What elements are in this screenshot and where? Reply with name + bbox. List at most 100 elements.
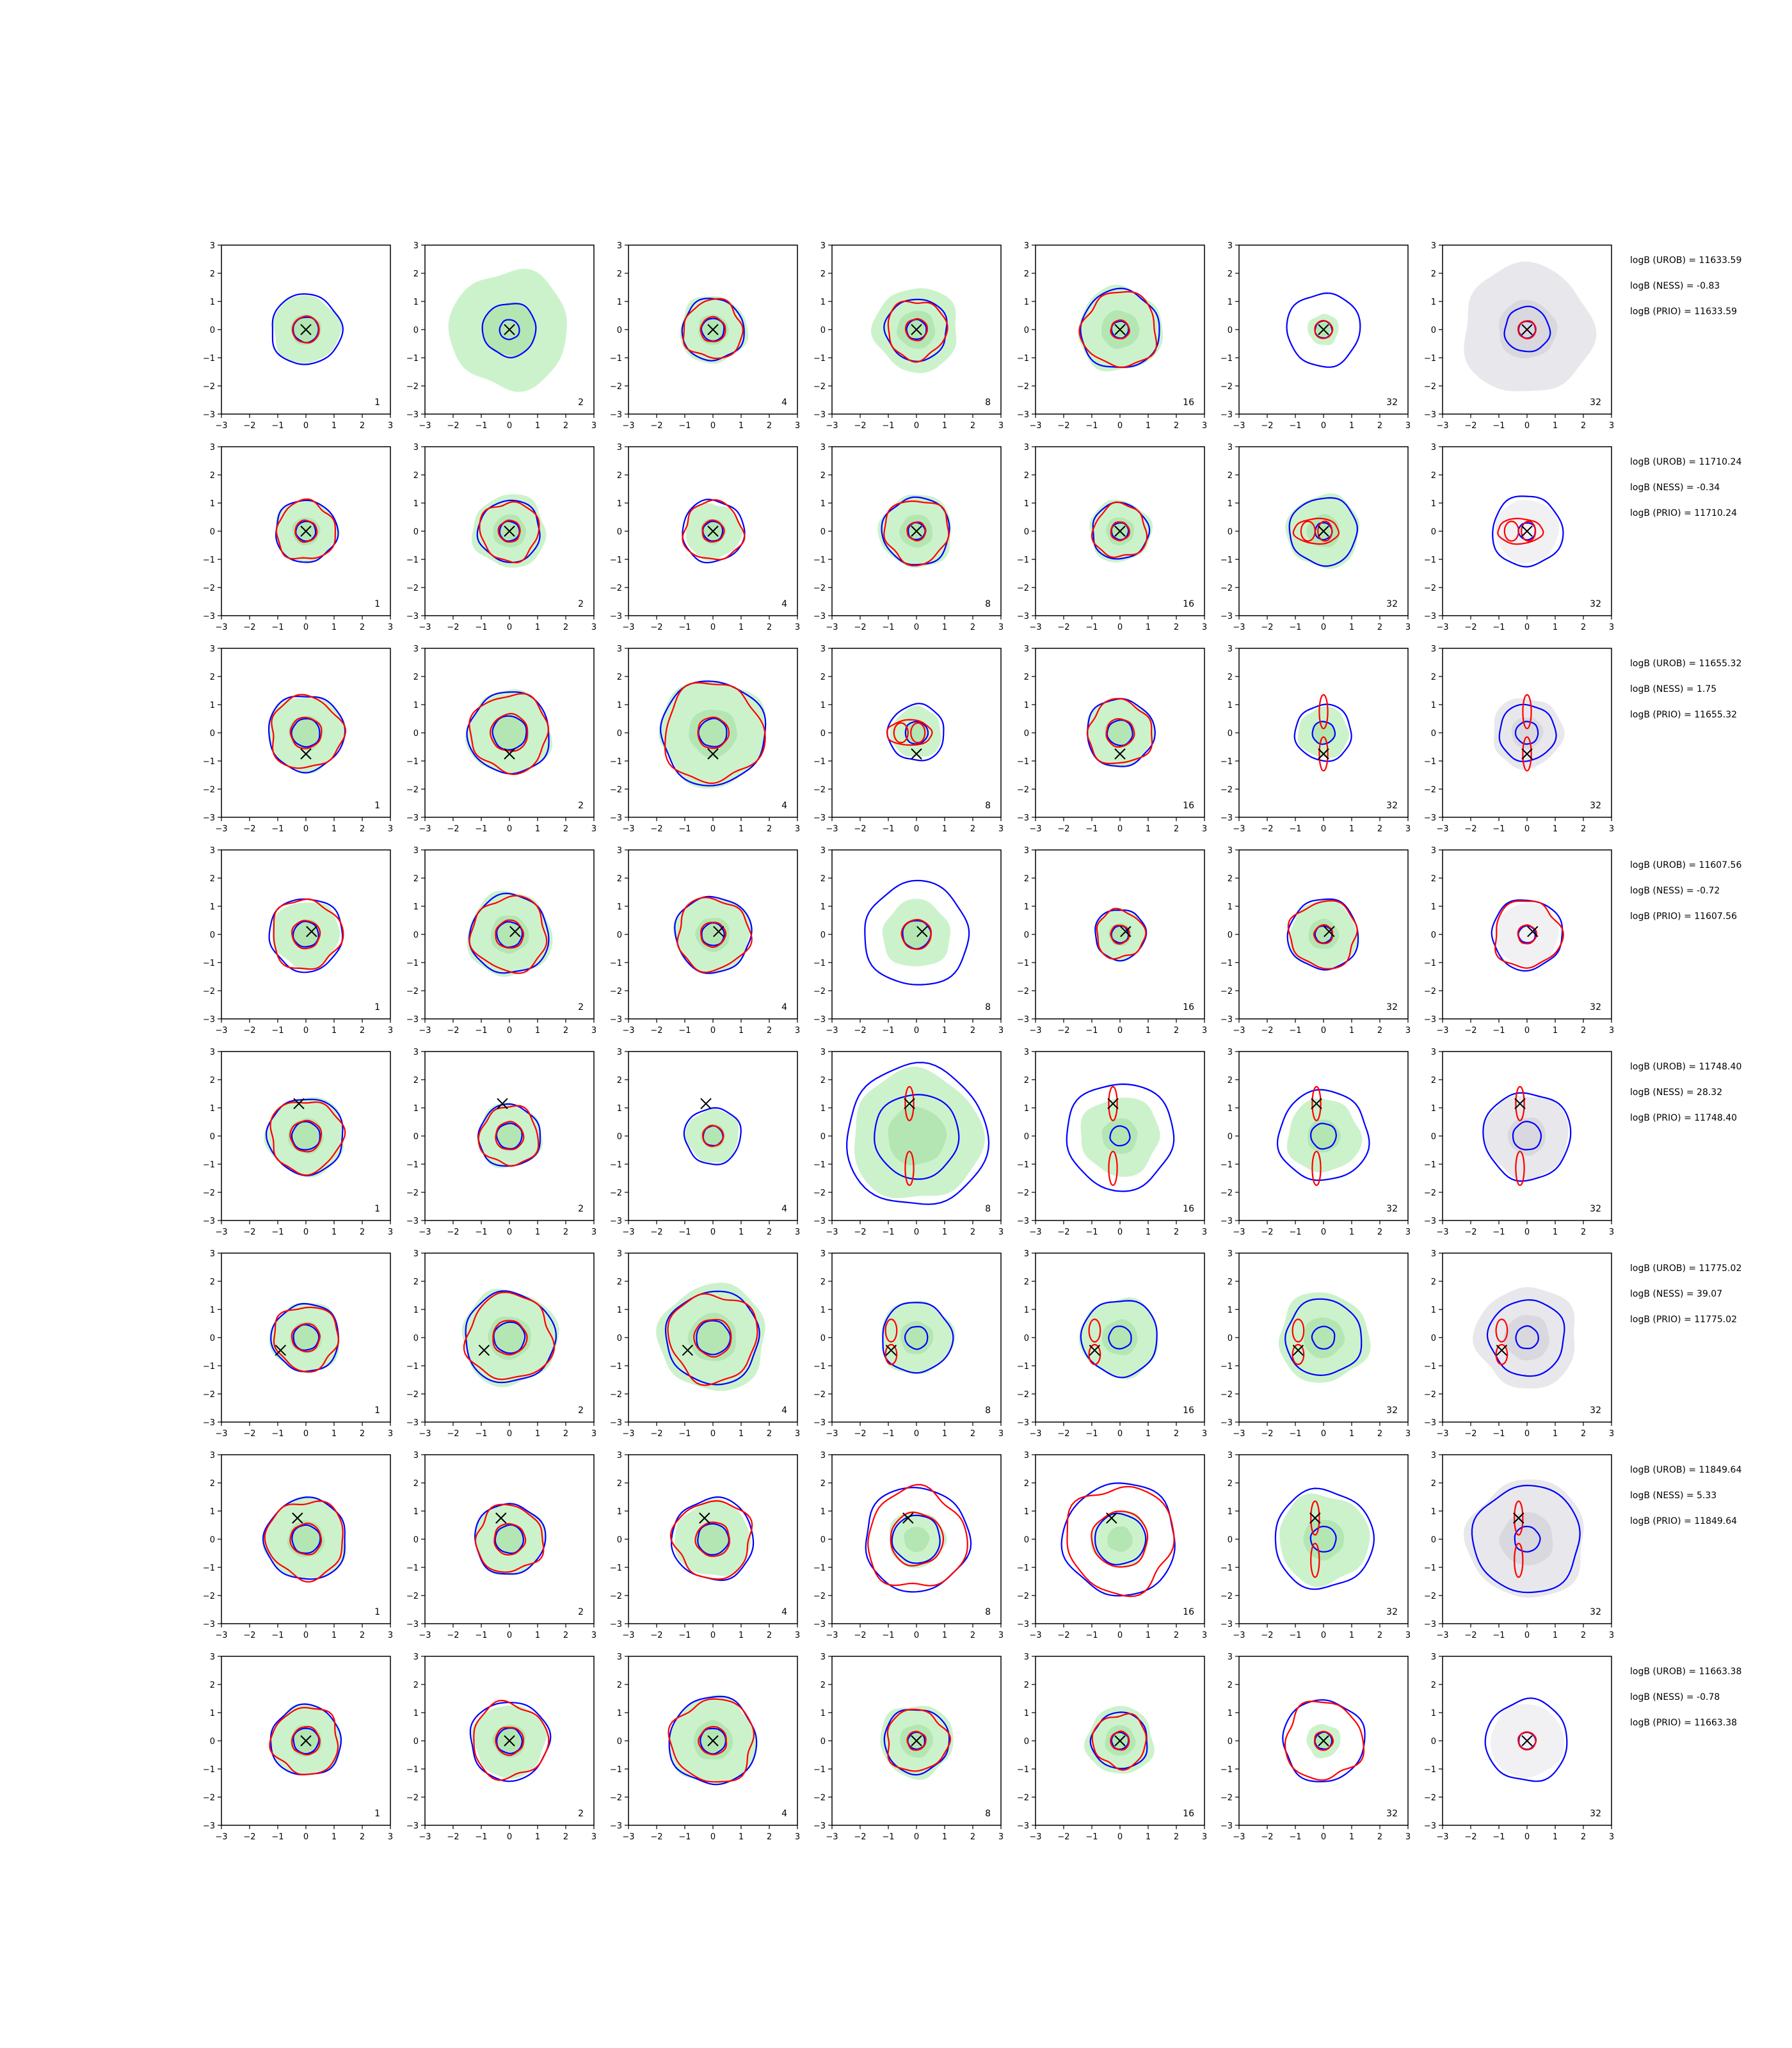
x-tick-label: 2 [1581, 1026, 1586, 1036]
panel-r1-c7: −3−3 −2 −2 −1 −1 0 0 1 1 2 2 3 3 32 [1424, 241, 1614, 431]
x-tick-label: −3 [1029, 1429, 1041, 1439]
x-tick-label: 0 [710, 1832, 716, 1842]
x-tick-label: −2 [243, 1026, 255, 1036]
inner-contour [1313, 1731, 1334, 1751]
y-tick-label: 2 [210, 874, 215, 884]
outer-contour [1286, 292, 1361, 368]
y-tick-label: −3 [203, 1620, 215, 1629]
x-tick-label: 2 [360, 824, 365, 834]
inner-contour [1088, 1343, 1101, 1365]
y-tick-label: −1 [610, 959, 622, 968]
y-tick-label: 1 [210, 1306, 215, 1315]
x-tick-label: 2 [360, 1631, 365, 1640]
x-tick-label: −3 [1233, 1429, 1245, 1439]
y-tick-label: 3 [413, 1451, 419, 1460]
x-tick-label: 0 [1321, 1832, 1326, 1842]
panel-number-label: 8 [985, 1002, 991, 1012]
core-contour [1094, 1512, 1147, 1565]
x-tick-label: 0 [1524, 623, 1530, 632]
panel-number-label: 16 [1183, 397, 1194, 408]
x-tick-label: −1 [678, 1228, 691, 1237]
true-position-marker [300, 1735, 312, 1747]
true-position-marker [292, 1512, 303, 1524]
inner-contour [492, 1320, 528, 1356]
panel-number-label: 2 [578, 397, 584, 408]
x-tick-label: −3 [1233, 1228, 1245, 1237]
inner-contour [493, 1523, 527, 1556]
outer-contour [864, 879, 970, 986]
inner-contour [1088, 1318, 1101, 1343]
y-tick-label: 1 [820, 1306, 826, 1315]
density-fill-core [289, 716, 323, 751]
x-tick-label: 0 [1117, 1026, 1123, 1036]
panel-number-label: 32 [1590, 1204, 1601, 1214]
x-tick-label: 3 [591, 421, 596, 431]
y-tick-label: 2 [210, 1076, 215, 1085]
y-tick-label: 0 [1431, 1737, 1436, 1747]
y-tick-label: 3 [1228, 241, 1233, 251]
x-tick-label: −1 [271, 421, 284, 431]
y-tick-label: 1 [617, 1507, 622, 1517]
panel-number-label: 4 [781, 1204, 787, 1214]
y-tick-label: −1 [610, 1765, 622, 1775]
panel-r7-c5: −3−3 −2 −2 −1 −1 0 0 1 1 2 2 3 3 16 [1017, 1451, 1207, 1640]
true-position-marker [911, 324, 922, 335]
y-tick-label: 0 [617, 931, 622, 940]
x-tick-label: −2 [447, 1832, 459, 1842]
panel-number-label: 32 [1386, 397, 1398, 408]
y-tick-label: −3 [406, 1620, 419, 1629]
core-contour [292, 920, 319, 948]
y-tick-label: 0 [617, 729, 622, 739]
x-tick-label: 3 [795, 1631, 800, 1640]
y-tick-label: 1 [413, 499, 419, 509]
y-tick-label: 0 [617, 1334, 622, 1343]
y-tick-label: 2 [617, 471, 622, 481]
y-tick-label: −3 [406, 410, 419, 420]
core-contour [292, 1324, 320, 1351]
x-tick-label: 1 [535, 623, 540, 632]
y-tick-label: 3 [413, 846, 419, 856]
x-tick-label: −2 [1261, 1228, 1273, 1237]
y-tick-label: 3 [1024, 1249, 1029, 1259]
inner-contour [479, 500, 540, 564]
x-tick-label: −1 [1492, 421, 1505, 431]
y-tick-label: 1 [1024, 1306, 1029, 1315]
y-tick-label: 0 [1228, 1737, 1233, 1747]
panel-number-label: 1 [374, 1204, 380, 1214]
inner-contour [264, 1500, 344, 1583]
x-tick-label: 3 [591, 1832, 596, 1842]
y-tick-label: −2 [1017, 382, 1029, 392]
true-position-marker [707, 748, 719, 760]
logb-label: logB (NESS) = -0.78 [1630, 1692, 1720, 1702]
y-tick-label: −2 [1220, 785, 1233, 795]
outer-contour [268, 695, 346, 774]
x-tick-label: −3 [1233, 1832, 1245, 1842]
x-tick-label: 3 [998, 1832, 1004, 1842]
panel-r2-c2: −3−3 −2 −2 −1 −1 0 0 1 1 2 2 3 3 2 [406, 443, 596, 632]
x-tick-label: −2 [854, 1228, 866, 1237]
inner-contour [495, 1121, 525, 1151]
y-tick-label: 3 [820, 241, 826, 251]
y-tick-label: 2 [1228, 874, 1233, 884]
x-tick-label: 0 [303, 1429, 308, 1439]
x-tick-label: 1 [1146, 1631, 1151, 1640]
true-position-marker [1114, 324, 1126, 335]
y-tick-label: −3 [610, 410, 622, 420]
x-tick-label: 0 [303, 1026, 308, 1036]
x-tick-label: 0 [1117, 1429, 1123, 1439]
x-tick-label: 3 [388, 623, 393, 632]
y-tick-label: 2 [820, 471, 826, 481]
outer-contour [1498, 703, 1557, 762]
x-tick-label: −3 [826, 1228, 838, 1237]
x-tick-label: 2 [360, 1026, 365, 1036]
density-fill-core [1312, 721, 1335, 744]
y-tick-label: −3 [203, 612, 215, 621]
y-tick-label: 3 [617, 644, 622, 654]
y-tick-label: 1 [820, 902, 826, 912]
y-tick-label: 0 [1024, 1334, 1029, 1343]
core-contour [499, 520, 520, 542]
y-tick-label: −3 [813, 1418, 826, 1428]
y-tick-label: 1 [1431, 1709, 1436, 1718]
x-tick-label: 0 [914, 1832, 919, 1842]
y-tick-label: −3 [406, 813, 419, 823]
